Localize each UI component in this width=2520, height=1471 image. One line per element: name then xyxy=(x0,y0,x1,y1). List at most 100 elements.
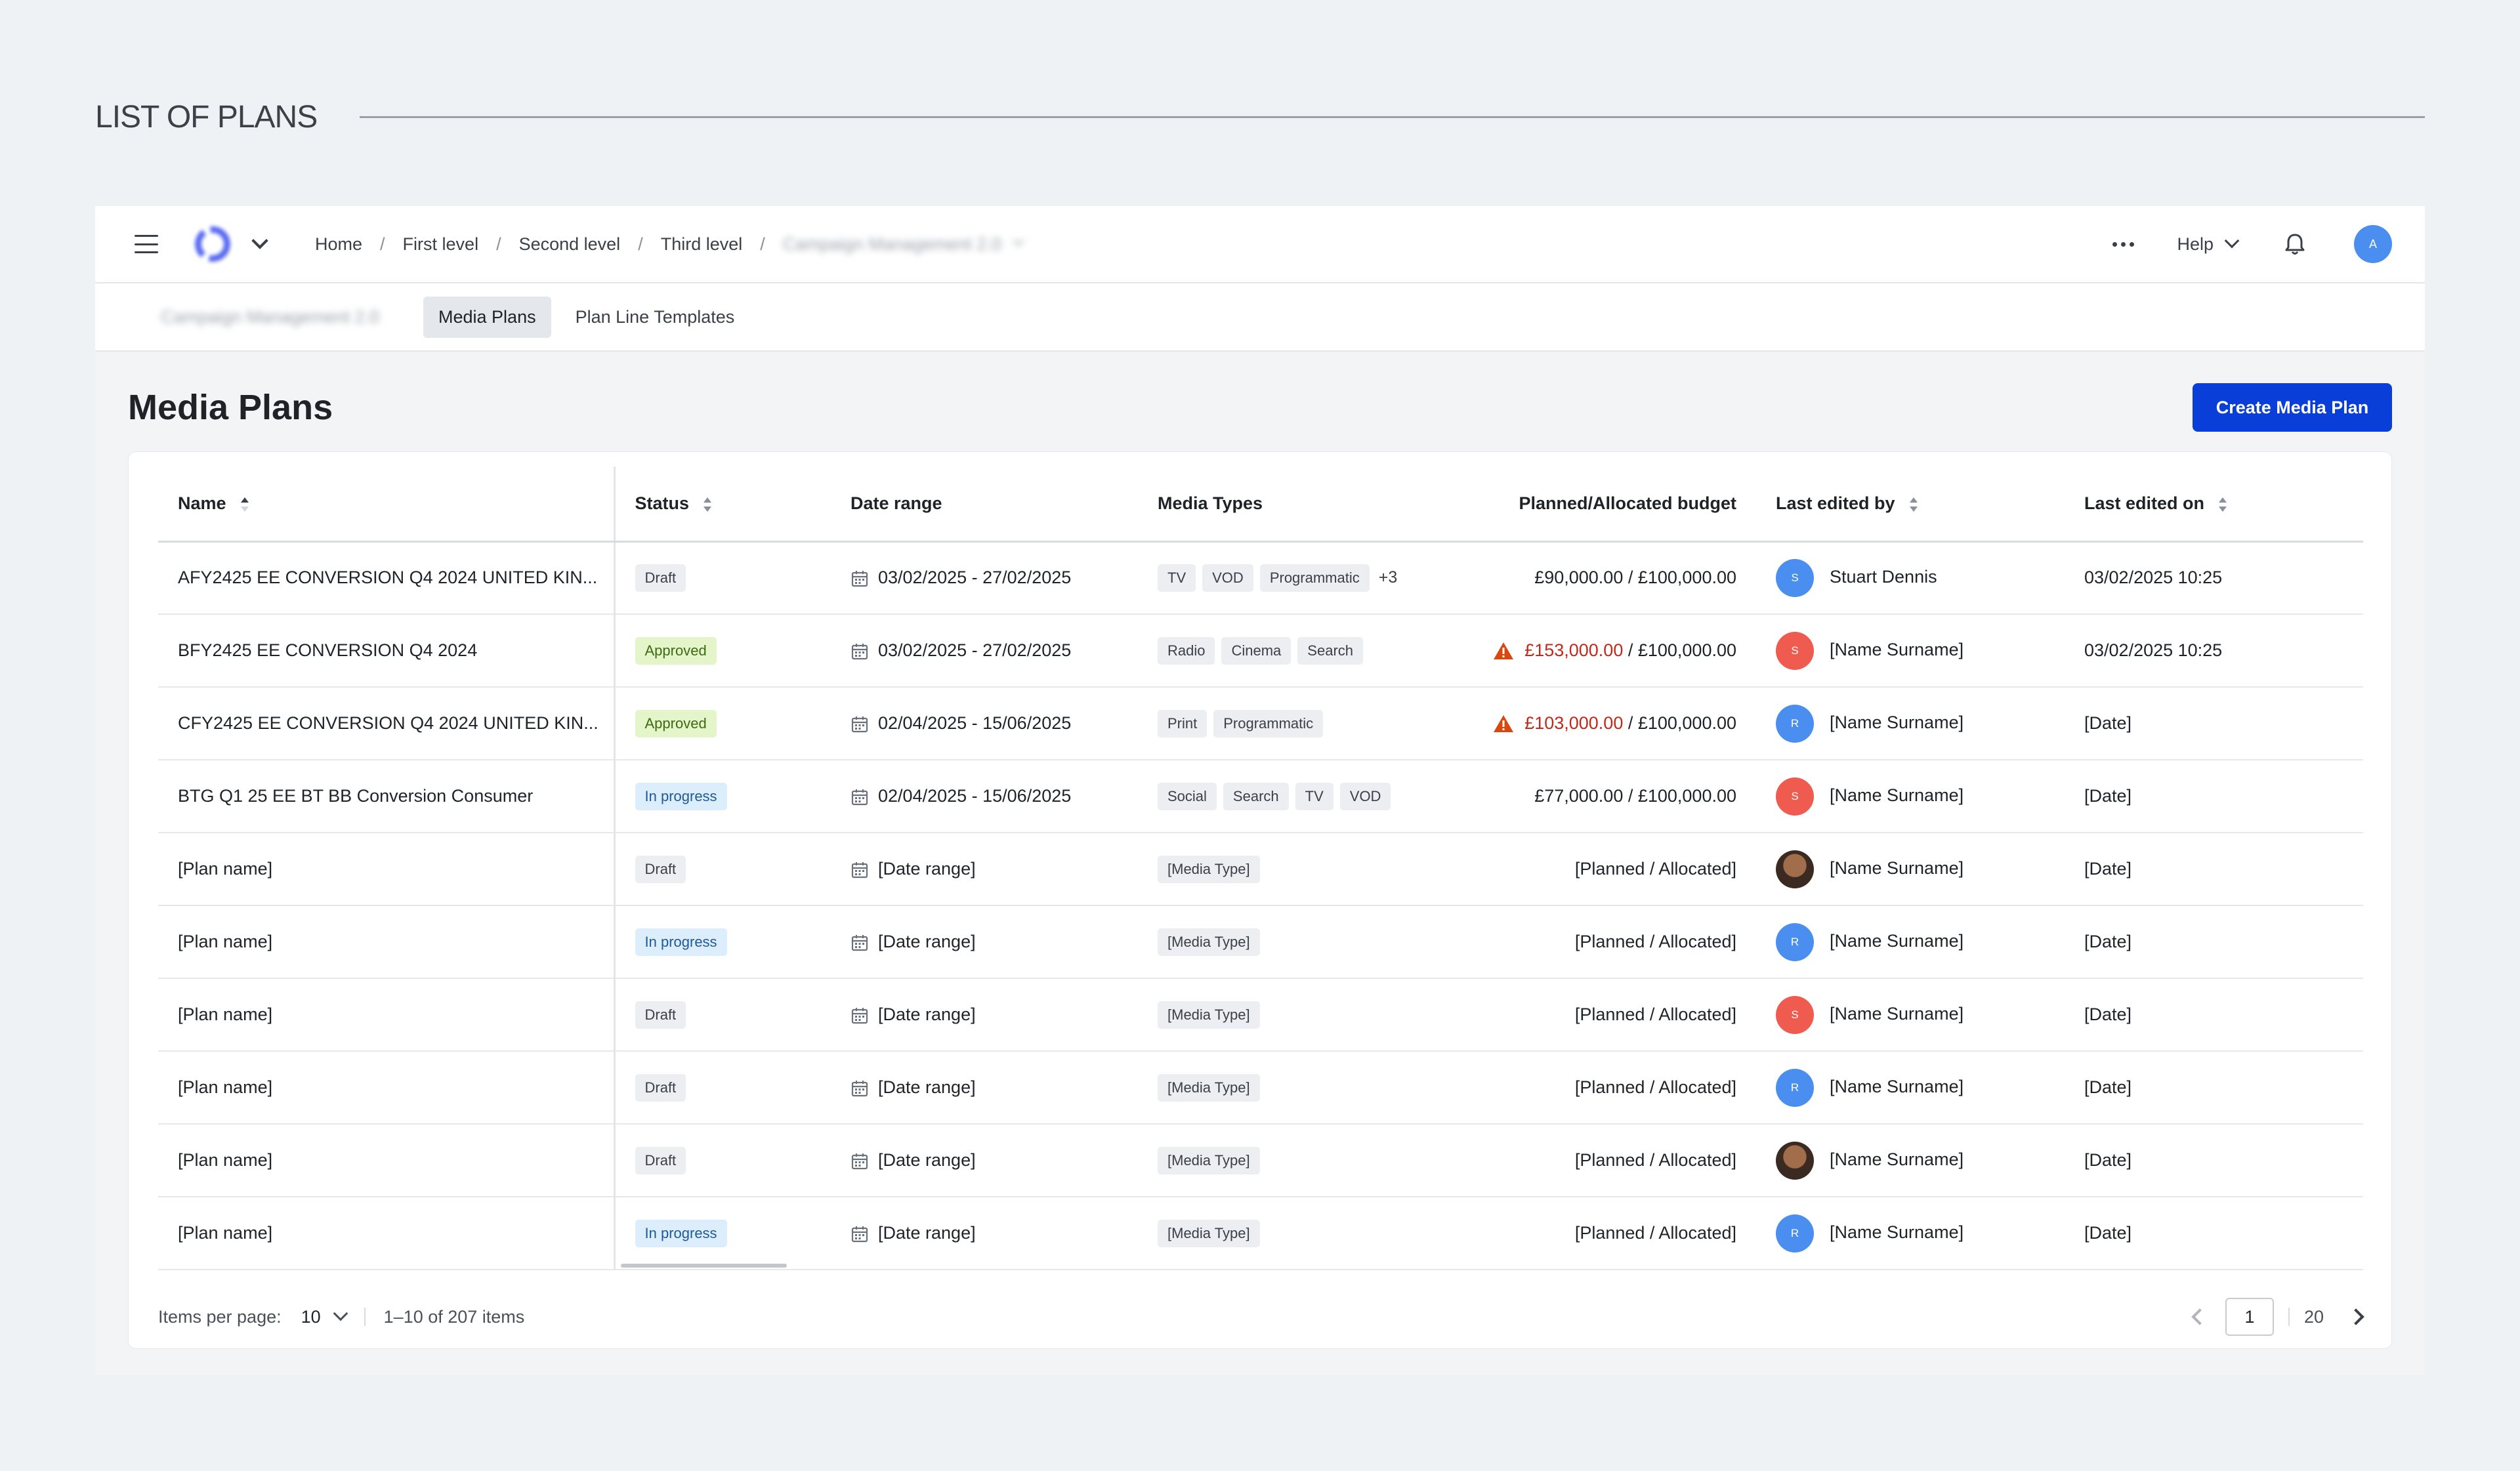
tab-plan-line-templates[interactable]: Plan Line Templates xyxy=(575,306,735,327)
planned-budget: £103,000.00 xyxy=(1524,713,1624,733)
date-range: [Date range] xyxy=(878,1150,976,1170)
breadcrumb-third-level[interactable]: Third level xyxy=(660,234,743,254)
plan-name[interactable]: [Plan name] xyxy=(158,1197,616,1270)
budget-value: [Planned / Allocated] xyxy=(1574,859,1736,879)
create-media-plan-button[interactable]: Create Media Plan xyxy=(2193,383,2392,432)
column-header-name[interactable]: Name xyxy=(158,466,616,543)
column-header-status[interactable]: Status xyxy=(614,466,831,543)
status-badge: Draft xyxy=(635,855,686,883)
breadcrumb-separator: / xyxy=(496,234,501,254)
plan-name[interactable]: [Plan name] xyxy=(158,1051,616,1125)
breadcrumb-current[interactable]: Campaign Management 2.0 xyxy=(782,234,1024,255)
sort-icon[interactable] xyxy=(1909,497,1918,512)
table-header-row: Name Status Date range Media Types Plann… xyxy=(158,466,2363,543)
section-title: LIST OF PLANS xyxy=(95,99,318,135)
table-row[interactable]: [Plan name] Draft [Date range] [Media Type]… xyxy=(158,833,2363,906)
table-row[interactable]: [Plan name] Draft [Date range] [Media Type]… xyxy=(158,978,2363,1052)
date-range-cell: [Date range] xyxy=(831,833,1138,906)
budget-cell: [Planned / Allocated] xyxy=(1440,1124,1756,1197)
sort-icon[interactable] xyxy=(704,497,712,512)
media-type-chip: [Media Type] xyxy=(1158,928,1260,956)
media-types-cell: [Media Type] xyxy=(1138,1051,1440,1125)
tab-media-plans[interactable]: Media Plans xyxy=(423,296,551,338)
table-row[interactable]: [Plan name] In progress [Date range] [Media… xyxy=(158,905,2363,979)
plan-name[interactable]: CFY2425 EE CONVERSION Q4 2024 UNITED KIN… xyxy=(158,687,616,760)
media-types-cell: [Media Type] xyxy=(1138,1197,1440,1270)
editor-name: [Name Surname] xyxy=(1830,1222,1964,1242)
plan-name[interactable]: [Plan name] xyxy=(158,905,616,979)
status-cell: Draft xyxy=(614,978,831,1052)
calendar-icon xyxy=(851,861,868,878)
breadcrumb-current-label: Campaign Management 2.0 xyxy=(782,234,1001,254)
column-header-edited-on[interactable]: Last edited on xyxy=(2065,466,2363,543)
bell-icon[interactable] xyxy=(2282,231,2308,257)
table-row[interactable]: [Plan name] Draft [Date range] [Media Type]… xyxy=(158,1124,2363,1197)
chevron-left-icon[interactable] xyxy=(2191,1308,2208,1325)
editor-avatar: R xyxy=(1776,1068,1814,1107)
current-page-input[interactable]: 1 xyxy=(2225,1298,2274,1336)
date-range-cell: 03/02/2025 - 27/02/2025 xyxy=(831,541,1138,615)
edited-on: [Date] xyxy=(2065,1197,2363,1270)
editor-name: Stuart Dennis xyxy=(1830,566,1937,587)
table-row[interactable]: BFY2425 EE CONVERSION Q4 2024 Approved 03/… xyxy=(158,614,2363,688)
warning-icon xyxy=(1494,715,1514,733)
column-header-label: Last edited on xyxy=(2084,493,2205,513)
edited-by-cell: R [Name Surname] xyxy=(1756,905,2065,979)
budget-value: [Planned / Allocated] xyxy=(1574,1005,1736,1024)
table-row[interactable]: CFY2425 EE CONVERSION Q4 2024 UNITED KIN… xyxy=(158,687,2363,760)
user-avatar[interactable]: A xyxy=(2354,225,2392,263)
table-row[interactable]: AFY2425 EE CONVERSION Q4 2024 UNITED KIN… xyxy=(158,541,2363,615)
date-range-cell: [Date range] xyxy=(831,1124,1138,1197)
edited-on: 03/02/2025 10:25 xyxy=(2065,541,2363,615)
table-row[interactable]: [Plan name] In progress [Date range] [Media… xyxy=(158,1197,2363,1270)
horizontal-scrollbar[interactable] xyxy=(621,1264,787,1268)
media-types-cell: Radio Cinema Search xyxy=(1138,614,1440,688)
plan-name[interactable]: BFY2425 EE CONVERSION Q4 2024 xyxy=(158,614,616,688)
budget-cell: [Planned / Allocated] xyxy=(1440,905,1756,979)
app-name[interactable]: Campaign Management 2.0 xyxy=(161,306,380,327)
media-types-more[interactable]: +3 xyxy=(1378,568,1398,587)
tabs-bar: Campaign Management 2.0 Media Plans Plan… xyxy=(95,283,2425,352)
plan-name[interactable]: [Plan name] xyxy=(158,1124,616,1197)
edited-on: [Date] xyxy=(2065,760,2363,833)
status-cell: In progress xyxy=(614,1197,831,1270)
calendar-icon xyxy=(851,643,868,659)
status-badge: In progress xyxy=(635,928,727,956)
chevron-right-icon[interactable] xyxy=(2347,1308,2364,1325)
breadcrumb-home[interactable]: Home xyxy=(315,234,363,254)
menu-icon[interactable] xyxy=(135,235,158,253)
chevron-down-icon[interactable] xyxy=(251,232,268,249)
date-range-cell: [Date range] xyxy=(831,978,1138,1052)
media-plans-table: Name Status Date range Media Types Plann… xyxy=(158,466,2363,1270)
status-cell: Draft xyxy=(614,833,831,906)
column-header-label: Status xyxy=(635,493,690,513)
page-title: Media Plans xyxy=(128,388,333,427)
date-range-cell: 02/04/2025 - 15/06/2025 xyxy=(831,760,1138,833)
breadcrumb-second-level[interactable]: Second level xyxy=(518,234,621,254)
media-type-chip: Programmatic xyxy=(1259,564,1370,592)
items-per-page-select[interactable]: 10 xyxy=(301,1306,348,1327)
sort-icon[interactable] xyxy=(240,497,249,512)
column-header-edited-by[interactable]: Last edited by xyxy=(1756,466,2065,543)
table-row[interactable]: [Plan name] Draft [Date range] [Media Type]… xyxy=(158,1051,2363,1125)
calendar-icon xyxy=(851,1153,868,1169)
media-type-chip: Search xyxy=(1297,636,1364,665)
budget-value: [Planned / Allocated] xyxy=(1574,932,1736,951)
help-menu[interactable]: Help xyxy=(2177,233,2240,255)
plan-name[interactable]: [Plan name] xyxy=(158,978,616,1052)
breadcrumb-first-level[interactable]: First level xyxy=(402,234,479,254)
edited-by-cell: R [Name Surname] xyxy=(1756,687,2065,760)
plan-name[interactable]: [Plan name] xyxy=(158,833,616,906)
warning-icon xyxy=(1494,642,1514,660)
calendar-icon xyxy=(851,934,868,951)
plan-name[interactable]: BTG Q1 25 EE BT BB Conversion Consumer xyxy=(158,760,616,833)
status-cell: Approved xyxy=(614,687,831,760)
breadcrumb-separator: / xyxy=(380,234,385,254)
app-logo-icon[interactable] xyxy=(191,222,234,266)
date-range: 02/04/2025 - 15/06/2025 xyxy=(878,786,1072,806)
table-row[interactable]: BTG Q1 25 EE BT BB Conversion Consumer In… xyxy=(158,760,2363,833)
sort-icon[interactable] xyxy=(2219,497,2227,512)
plan-name[interactable]: AFY2425 EE CONVERSION Q4 2024 UNITED KIN… xyxy=(158,541,616,615)
column-header-label: Last edited by xyxy=(1776,493,1895,513)
more-icon[interactable] xyxy=(2112,241,2135,247)
